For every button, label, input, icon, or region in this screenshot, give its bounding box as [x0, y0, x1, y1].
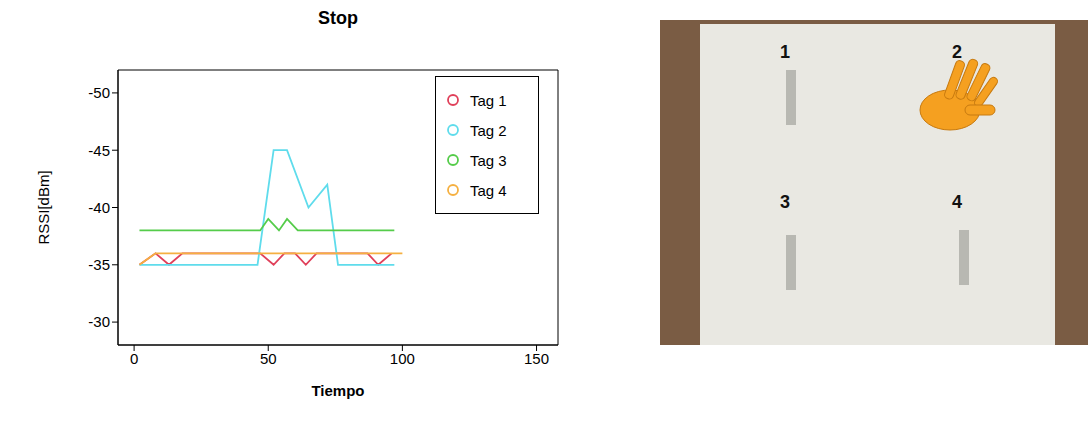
- svg-text:-40: -40: [88, 199, 110, 216]
- html-text:Tag 1: Tag 1: [470, 91, 507, 109]
- html-text:3: 3: [780, 192, 790, 212]
- html-text:2: 2: [952, 42, 962, 62]
- html-text:Tag 2: Tag 2: [470, 121, 507, 139]
- html-text:Tag 4: Tag 4: [470, 181, 507, 199]
- svg-text:Tiempo: Tiempo: [311, 382, 364, 399]
- svg-text:-30: -30: [88, 313, 110, 330]
- svg-text:0: 0: [130, 350, 138, 367]
- html-text:1: 1: [780, 42, 790, 62]
- svg-text:-50: -50: [88, 84, 110, 101]
- html-text:4: 4: [952, 192, 962, 212]
- svg-text:150: 150: [524, 350, 549, 367]
- svg-text:RSSI[dBm]: RSSI[dBm]: [35, 170, 52, 244]
- svg-text:50: 50: [260, 350, 277, 367]
- svg-text:-45: -45: [88, 142, 110, 159]
- svg-text:-35: -35: [88, 256, 110, 273]
- html-text:Tag 3: Tag 3: [470, 151, 507, 169]
- html-text:Stop: Stop: [318, 8, 358, 28]
- svg-text:100: 100: [390, 350, 415, 367]
